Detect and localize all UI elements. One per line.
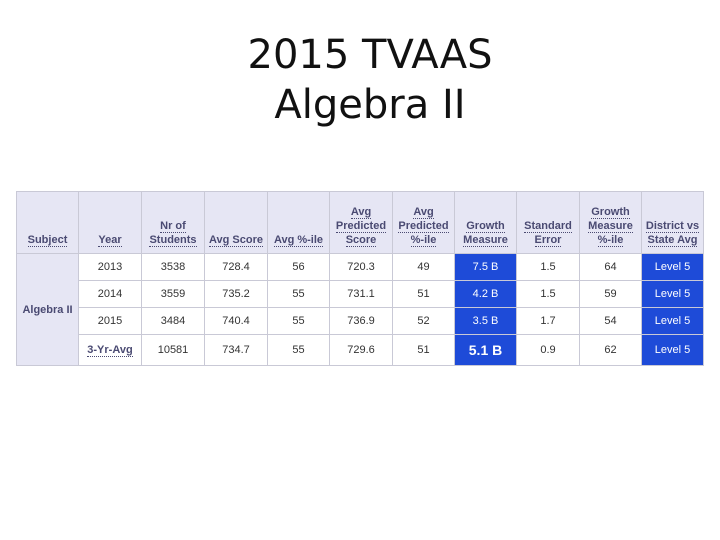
table-row-average: 3-Yr-Avg 10581 734.7 55 729.6 51 5.1 B 0… [17,334,704,366]
year-cell: 2014 [78,280,142,308]
district-cell: Level 5 [641,280,704,308]
std-err-cell: 1.7 [516,307,580,335]
avg-score-cell: 728.4 [204,253,268,281]
avg-pct-cell: 56 [267,253,330,281]
pred-score-cell: 731.1 [329,280,393,308]
growth-pct-cell: 59 [579,280,642,308]
table-row: 2015 3484 740.4 55 736.9 52 3.5 B 1.7 54… [17,307,704,335]
growth-pct-cell: 54 [579,307,642,335]
pred-pct-cell: 51 [392,280,455,308]
std-err-cell: 1.5 [516,280,580,308]
pred-pct-cell: 52 [392,307,455,335]
pred-score-cell: 736.9 [329,307,393,335]
district-cell: Level 5 [641,253,704,281]
students-cell: 3538 [141,253,205,281]
growth-cell: 3.5 B [454,307,517,335]
std-err-cell: 1.5 [516,253,580,281]
header-year: Year [78,191,142,254]
avg-pct-cell: 55 [267,307,330,335]
title-line-2: Algebra II [274,82,466,128]
avg-score-cell: 734.7 [204,334,268,366]
pred-score-cell: 720.3 [329,253,393,281]
avg-score-cell: 740.4 [204,307,268,335]
year-cell: 2015 [78,307,142,335]
pred-pct-cell: 49 [392,253,455,281]
header-students: Nr of Students [141,191,205,254]
district-cell: Level 5 [641,307,704,335]
table-row: 2014 3559 735.2 55 731.1 51 4.2 B 1.5 59… [17,280,704,308]
header-avg-score: Avg Score [204,191,268,254]
growth-cell: 5.1 B [454,334,517,366]
growth-pct-cell: 62 [579,334,642,366]
header-growth-pct: Growth Measure %-ile [579,191,642,254]
header-avg-pct: Avg %-ile [267,191,330,254]
std-err-cell: 0.9 [516,334,580,366]
avg-pct-cell: 55 [267,334,330,366]
header-pred-score: Avg Predicted Score [329,191,393,254]
header-growth: Growth Measure [454,191,517,254]
pred-score-cell: 729.6 [329,334,393,366]
avg-score-cell: 735.2 [204,280,268,308]
header-row: Subject Year Nr of Students Avg Score Av… [16,191,704,254]
header-subject: Subject [16,191,79,254]
year-cell: 3-Yr-Avg [78,334,142,366]
title-line-1: 2015 TVAAS [247,32,493,78]
growth-cell: 4.2 B [454,280,517,308]
header-district: District vs State Avg [641,191,704,254]
avg-pct-cell: 55 [267,280,330,308]
pred-pct-cell: 51 [392,334,455,366]
district-cell: Level 5 [641,334,704,366]
table-row: Algebra II 2013 3538 728.4 56 720.3 49 7… [16,253,704,366]
tvaas-table: Subject Year Nr of Students Avg Score Av… [16,191,704,366]
header-std-err: Standard Error [516,191,580,254]
students-cell: 3484 [141,307,205,335]
header-pred-pct: Avg Predicted %-ile [392,191,455,254]
students-cell: 10581 [141,334,205,366]
growth-cell: 7.5 B [454,253,517,281]
growth-pct-cell: 64 [579,253,642,281]
year-cell: 2013 [78,253,142,281]
subject-cell: Algebra II [16,253,79,366]
slide-title: 2015 TVAAS Algebra II [0,30,720,130]
students-cell: 3559 [141,280,205,308]
